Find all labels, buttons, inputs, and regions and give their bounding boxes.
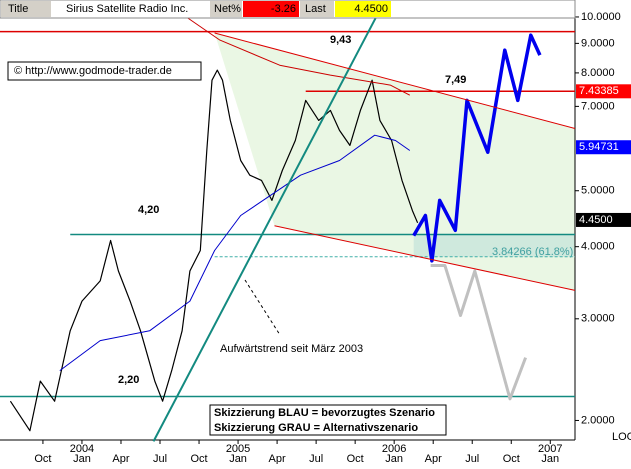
trend-note: Aufwärtstrend seit März 2003 [220,343,363,355]
x-tick-label: Oct [190,453,207,464]
copyright-box [7,61,202,81]
price-tag [576,140,631,155]
y-tick-label: 4.0000 [581,241,615,253]
y-tick-label: 9.0000 [581,37,615,49]
header-title-label: Title [8,3,28,15]
series-line [175,9,411,96]
series-line [274,225,576,291]
series-line [412,33,542,263]
price-tag-label: 5.94731 [579,141,619,153]
header-net-value: -3.26 [271,3,296,15]
y-tick-label: 5.0000 [581,185,615,197]
x-tick-label: Apr [269,453,286,464]
note-pointer [244,279,281,336]
x-tick-label: Oct [503,453,520,464]
year-label: 2004 [70,443,94,455]
header-name: Sirius Satellite Radio Inc. [66,3,188,15]
y-tick-label: 2.0000 [581,414,615,426]
price-tag [576,212,631,227]
header-cell [1,1,51,17]
level-label: 2,20 [118,374,139,386]
x-tick-label: Jul [153,453,167,464]
x-tick-label: Apr [112,453,129,464]
level-label: 7,49 [445,74,466,86]
series-line [214,32,576,129]
x-tick-label: Oct [34,453,51,464]
legend-entry: Skizzierung GRAU = Alternativszenario [214,422,418,434]
channel-shade [214,33,575,291]
y-tick-label: 10.0000 [581,11,621,23]
level-label: 9,43 [330,34,351,46]
y-tick-label: 8.0000 [581,67,615,79]
header-last-value: 4.4500 [354,3,388,15]
year-label: 2006 [382,443,406,455]
x-tick-label: Jan [73,453,91,464]
price-tag [576,84,631,99]
x-tick-label: Oct [347,453,364,464]
x-tick-label: Jul [309,453,323,464]
series-line [152,0,386,442]
year-label: 2005 [226,443,250,455]
series-line [430,264,528,401]
x-tick-label: Jan [385,453,403,464]
header-last-cell [335,1,391,17]
year-label: 2007 [538,443,562,455]
y-tick-label: 3.0000 [581,313,615,325]
level-label: 4,20 [138,204,159,216]
header-net-cell [243,1,299,17]
level-label: 3.84266 (61.8%) [492,246,573,258]
series-line [9,69,419,432]
price-tag-label: 7.43385 [579,85,619,97]
series-line [59,134,411,372]
header-cell [210,1,242,17]
header-cell [300,1,334,17]
retracement-shade [413,234,575,257]
copyright: © http://www.godmode-trader.de [14,65,172,77]
x-tick-label: Jan [541,453,559,464]
x-tick-label: Jul [465,453,479,464]
x-tick-label: Jan [229,453,247,464]
x-tick-label: Apr [425,453,442,464]
y-tick-label: 7.0000 [581,100,615,112]
scale-label: LOG [612,431,631,443]
legend-box [209,404,447,436]
price-tag-label: 4.4500 [579,214,613,226]
header-net-label: Net% [214,3,241,15]
header-last-label: Last [305,3,326,15]
legend-entry: Skizzierung BLAU = bevorzugtes Szenario [214,407,435,419]
